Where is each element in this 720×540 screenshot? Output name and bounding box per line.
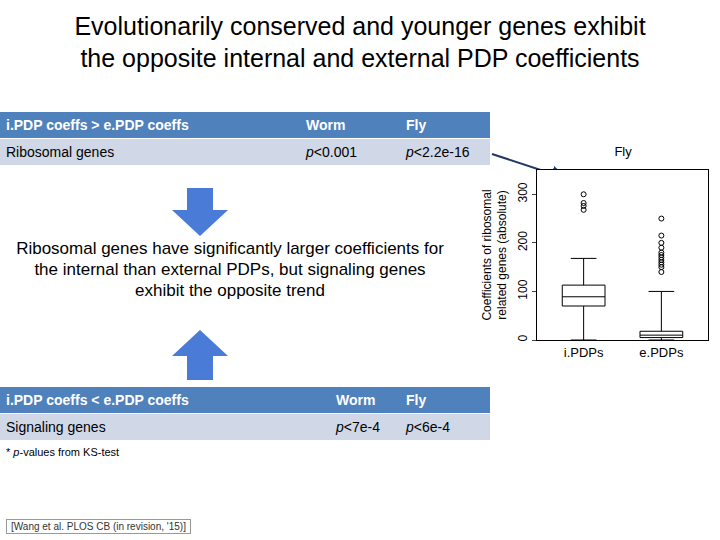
svg-text:200: 200 — [516, 231, 530, 251]
svg-text:100: 100 — [516, 279, 530, 299]
html-text:p <2.2e-16: p <2.2e-16 — [406, 144, 470, 160]
html-text:p <0.001: p <0.001 — [306, 144, 357, 160]
svg-text:i.PDPs: i.PDPs — [564, 345, 604, 360]
html-text:i.PDP coeffs < e.PDP coeffs: i.PDP coeffs < e.PDP coeffs — [6, 392, 189, 408]
html-text:Ribosomal genes have significa: Ribosomal genes have significantly large… — [16, 239, 444, 300]
html-text:p <7e-4: p <7e-4 — [336, 419, 380, 435]
svg-text:e.PDPs: e.PDPs — [639, 345, 684, 360]
html-text:Signaling genes: Signaling genes — [6, 419, 106, 435]
svg-text:300: 300 — [516, 182, 530, 202]
html-text:the opposite internal and exte: the opposite internal and external PDP c… — [80, 44, 640, 72]
html-text:p <6e-4: p <6e-4 — [406, 419, 450, 435]
svg-text:Fly: Fly — [614, 144, 632, 159]
svg-text:0: 0 — [516, 335, 530, 342]
html-text:Fly: Fly — [406, 117, 427, 133]
html-text:[Wang et al. PLOS CB (in revis: [Wang et al. PLOS CB (in revision, '15)] — [11, 521, 186, 532]
html-text:i.PDP coeffs > e.PDP coeffs: i.PDP coeffs > e.PDP coeffs — [6, 117, 189, 133]
html-text:Worm: Worm — [336, 392, 376, 408]
html-text:* p -values from KS-test: * p -values from KS-test — [6, 446, 120, 458]
html-text:Worm: Worm — [306, 117, 346, 133]
html-text:Ribosomal genes: Ribosomal genes — [6, 144, 115, 160]
html-text:Evolutionarily conserved and y: Evolutionarily conserved and younger gen… — [74, 12, 646, 40]
svg-text:Coefficients of ribosomalrelat: Coefficients of ribosomalrelated genes (… — [480, 189, 510, 320]
html-text:Fly: Fly — [406, 392, 427, 408]
